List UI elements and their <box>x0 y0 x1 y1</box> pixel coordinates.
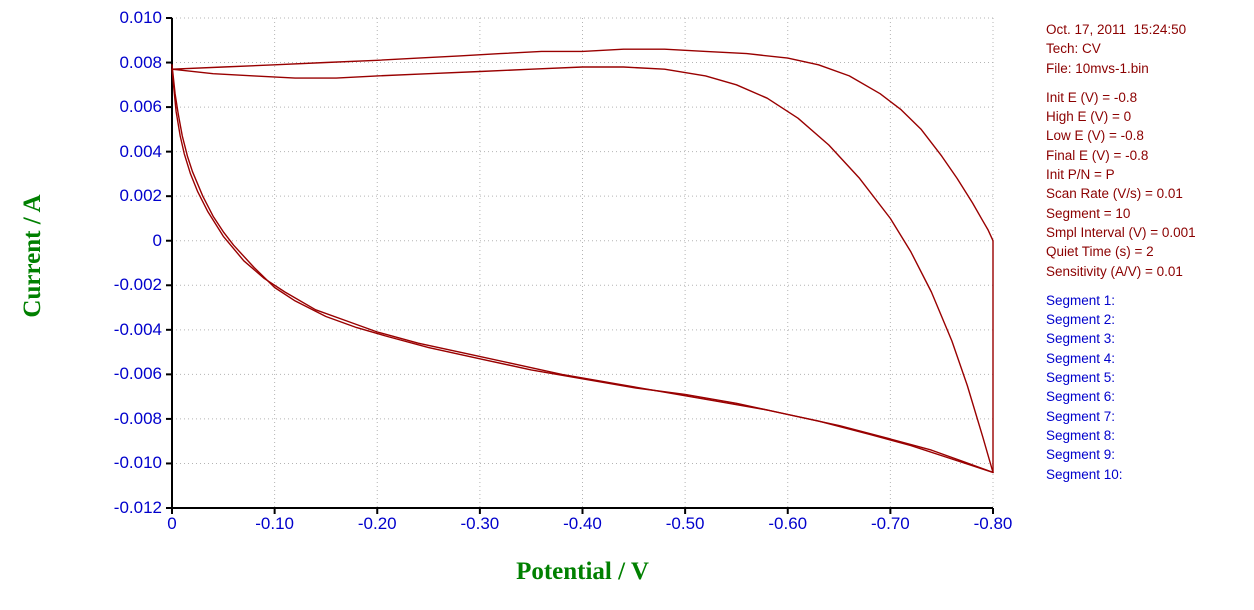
segment-result-line: Segment 2: <box>1046 312 1116 328</box>
y-tick-label: -0.002 <box>113 275 162 295</box>
parameters-block: Init E (V) = -0.8 High E (V) = 0 Low E (V)… <box>1046 88 1251 281</box>
parameter-line: Low E (V) = -0.8 <box>1046 128 1144 144</box>
file-info-block: Oct. 17, 2011 15:24:50 Tech: CV File: 10mv… <box>1046 20 1251 78</box>
experiment-info-panel: Oct. 17, 2011 15:24:50 Tech: CV File: 10mv… <box>1046 20 1251 484</box>
segment-result-line: Segment 10: <box>1046 466 1123 482</box>
x-tick-label: -0.60 <box>768 514 808 533</box>
y-tick-label: -0.006 <box>113 364 162 384</box>
cv-curve-cathodic-sweep-a <box>171 64 994 474</box>
parameter-line: Final E (V) = -0.8 <box>1046 147 1149 163</box>
x-tick-label: -0.40 <box>563 514 602 533</box>
cv-curve-anodic-return-outer <box>171 48 994 474</box>
segments-block: Segment 1: Segment 2: Segment 3: Segment 4:… <box>1046 291 1251 484</box>
parameter-line: Sensitivity (A/V) = 0.01 <box>1046 263 1183 279</box>
file-info-line: File: 10mvs-1.bin <box>1046 60 1149 76</box>
segment-result-line: Segment 8: <box>1046 427 1116 443</box>
y-tick-label: 0.010 <box>119 8 162 27</box>
y-tick-label: -0.012 <box>113 498 162 517</box>
x-tick-label: 0 <box>167 514 177 533</box>
y-axis-title: Current / A <box>19 194 46 318</box>
parameter-line: Segment = 10 <box>1046 205 1131 221</box>
y-tick-label: 0 <box>152 230 162 250</box>
x-tick-label: -0.70 <box>871 514 910 533</box>
file-info-line: Tech: CV <box>1046 41 1101 57</box>
segment-result-line: Segment 9: <box>1046 447 1116 463</box>
y-tick-label: 0.002 <box>119 186 162 206</box>
parameter-line: Init P/N = P <box>1046 167 1115 183</box>
parameter-line: Smpl Interval (V) = 0.001 <box>1046 224 1196 240</box>
y-tick-label: 0.006 <box>119 97 162 117</box>
cv-curve-forward-sweep-inner <box>171 66 994 474</box>
parameter-line: High E (V) = 0 <box>1046 109 1132 125</box>
x-tick-label: -0.10 <box>255 514 294 533</box>
segment-result-line: Segment 6: <box>1046 389 1116 405</box>
parameter-line: Scan Rate (V/s) = 0.01 <box>1046 186 1183 202</box>
cv-curve-cathodic-sweep-b <box>171 68 994 474</box>
segment-result-line: Segment 5: <box>1046 370 1116 386</box>
x-axis-title: Potential / V <box>516 558 649 585</box>
segment-result-line: Segment 3: <box>1046 331 1116 347</box>
x-tick-label: -0.20 <box>357 514 397 533</box>
y-tick-label: -0.008 <box>113 408 162 428</box>
y-tick-label: 0.008 <box>119 52 162 72</box>
x-tick-label: -0.80 <box>973 514 1013 533</box>
file-info-line: Oct. 17, 2011 15:24:50 <box>1046 22 1187 37</box>
y-tick-label: -0.004 <box>113 319 162 339</box>
y-tick-label: -0.010 <box>113 453 162 473</box>
segment-result-line: Segment 1: <box>1046 292 1116 308</box>
y-tick-label: 0.004 <box>119 141 162 161</box>
parameter-line: Init E (V) = -0.8 <box>1046 89 1138 105</box>
x-tick-label: -0.50 <box>665 514 705 533</box>
x-tick-label: -0.30 <box>460 514 500 533</box>
parameter-line: Quiet Time (s) = 2 <box>1046 244 1154 260</box>
segment-result-line: Segment 4: <box>1046 350 1116 366</box>
segment-result-line: Segment 7: <box>1046 408 1116 424</box>
